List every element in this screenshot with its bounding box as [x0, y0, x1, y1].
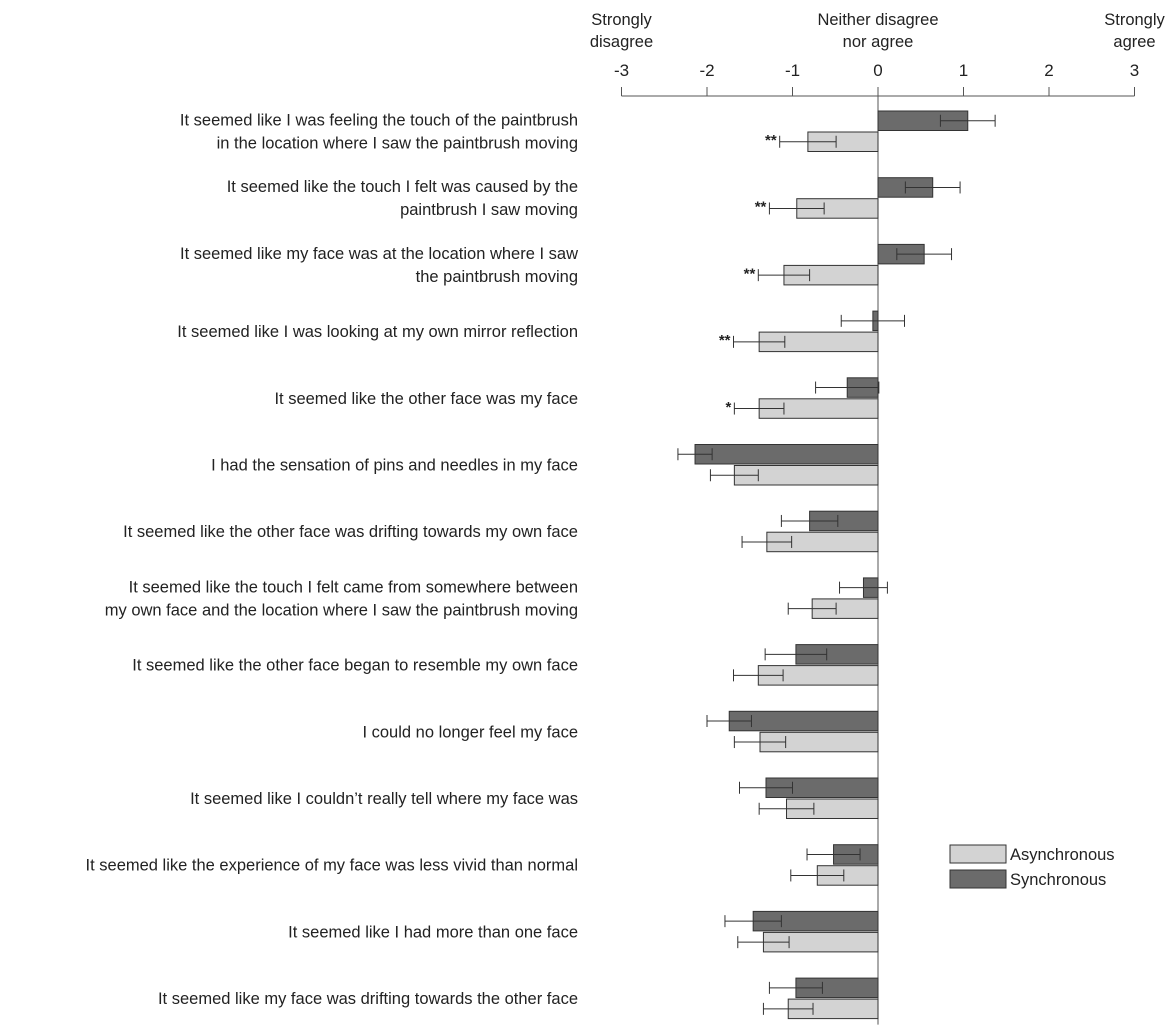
x-anchor-label: Neither disagree: [817, 11, 938, 29]
statement-label: I had the sensation of pins and needles …: [211, 457, 578, 475]
statement-label: It seemed like the other face began to r…: [132, 657, 578, 675]
statement-label: It seemed like I had more than one face: [288, 923, 578, 941]
x-anchor-label: Strongly: [591, 11, 652, 29]
legend-swatch-asynchronous: [949, 844, 1007, 864]
synchronous-bar: [694, 444, 879, 465]
legend: Asynchronous Synchronous: [949, 844, 1115, 889]
legend-label-asynchronous: Asynchronous: [1010, 846, 1115, 864]
statement-label: It seemed like my face was drifting towa…: [158, 990, 578, 1008]
x-tick-label: -1: [785, 61, 800, 80]
statement-label: I could no longer feel my face: [362, 723, 578, 741]
statement-label: paintbrush I saw moving: [400, 201, 578, 219]
x-tick-label: 3: [1130, 61, 1139, 80]
bars: *********: [677, 110, 996, 1020]
statement-label: It seemed like I was feeling the touch o…: [180, 112, 578, 130]
x-tick-label: 1: [959, 61, 968, 80]
statement-label: It seemed like the other face was drifti…: [123, 523, 578, 541]
significance-marker: **: [719, 332, 731, 349]
x-anchor-label: nor agree: [843, 33, 914, 51]
x-tick-label: 2: [1044, 61, 1053, 80]
statement-label: It seemed like the touch I felt was caus…: [227, 178, 578, 196]
statement-label: It seemed like the experience of my face…: [86, 857, 578, 875]
x-anchor-label: disagree: [590, 33, 653, 51]
statement-label: in the location where I saw the paintbru…: [217, 135, 578, 153]
x-tick-label: -2: [699, 61, 714, 80]
x-anchor-label: Strongly: [1104, 11, 1165, 29]
legend-label-synchronous: Synchronous: [1010, 871, 1106, 889]
x-anchor-label: agree: [1113, 33, 1155, 51]
statement-label: It seemed like I was looking at my own m…: [177, 323, 578, 341]
significance-marker: **: [755, 199, 767, 216]
statement-label: It seemed like my face was at the locati…: [180, 245, 578, 263]
significance-marker: **: [765, 132, 777, 149]
statement-labels: It seemed like I was feeling the touch o…: [86, 112, 579, 1009]
significance-marker: *: [726, 399, 732, 416]
statement-label: It seemed like I couldn’t really tell wh…: [190, 790, 578, 808]
statement-label: my own face and the location where I saw…: [105, 601, 578, 619]
statement-label: It seemed like the other face was my fac…: [274, 390, 578, 408]
significance-marker: **: [744, 265, 756, 282]
statement-label: It seemed like the touch I felt came fro…: [129, 578, 578, 596]
statement-label: the paintbrush moving: [416, 268, 578, 286]
x-tick-label: -3: [614, 61, 629, 80]
legend-swatch-synchronous: [949, 869, 1007, 889]
x-tick-label: 0: [873, 61, 882, 80]
